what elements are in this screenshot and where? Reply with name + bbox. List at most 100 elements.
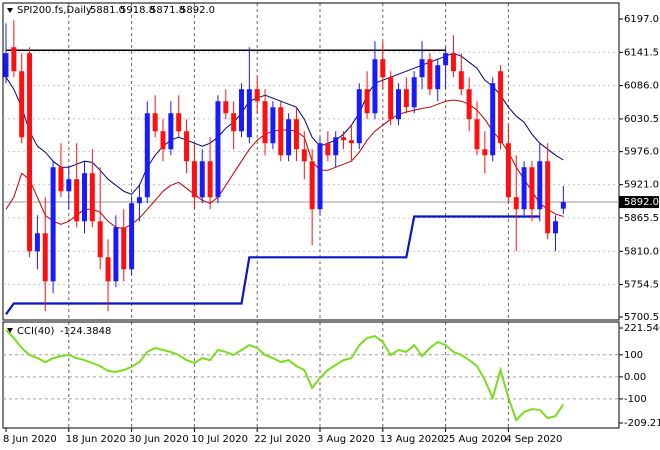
candle-body bbox=[207, 161, 213, 198]
candle-body bbox=[505, 143, 511, 198]
candle-body bbox=[529, 167, 535, 210]
x-tick-label: 8 Jun 2020 bbox=[3, 434, 57, 445]
y-tick-label: 5976.0 bbox=[624, 147, 659, 158]
cci-tick-label: -100 bbox=[624, 394, 647, 405]
y-tick-label: 5700.5 bbox=[624, 312, 659, 323]
candle-body bbox=[450, 53, 456, 72]
x-tick-label: 22 Jul 2020 bbox=[254, 434, 311, 445]
candle-body bbox=[537, 161, 543, 210]
candle-body bbox=[490, 83, 496, 156]
x-tick-label: 18 Jun 2020 bbox=[66, 434, 126, 445]
candle-body bbox=[396, 89, 401, 120]
candle-body bbox=[121, 227, 127, 270]
y-tick-label: 6141.5 bbox=[624, 47, 659, 58]
candle-body bbox=[66, 179, 72, 192]
candle-body bbox=[411, 77, 417, 108]
y-tick-label: 6197.0 bbox=[624, 14, 659, 25]
candle-body bbox=[309, 161, 315, 210]
candle-body bbox=[545, 161, 551, 234]
candle-body bbox=[3, 53, 9, 78]
candle-body bbox=[380, 59, 386, 78]
header-value: 5871.8 bbox=[150, 5, 185, 16]
header-value: 5892.0 bbox=[180, 5, 215, 16]
candle-body bbox=[403, 89, 409, 108]
candle-body bbox=[129, 203, 135, 270]
y-tick-label: 5754.5 bbox=[624, 280, 659, 291]
candle-body bbox=[152, 113, 158, 132]
candle-body bbox=[34, 233, 40, 252]
candle-body bbox=[482, 149, 488, 156]
candle-body bbox=[270, 107, 276, 144]
last-price-box bbox=[619, 196, 659, 209]
candle-body bbox=[553, 221, 558, 234]
candle-body bbox=[301, 149, 307, 162]
candle-body bbox=[325, 143, 331, 156]
candle-body bbox=[333, 137, 339, 156]
cci-value: -124.3848 bbox=[60, 326, 111, 337]
candle-body bbox=[136, 197, 142, 204]
candle-body bbox=[372, 59, 378, 114]
x-tick-label: 13 Aug 2020 bbox=[380, 434, 444, 445]
x-tick-label: 30 Jun 2020 bbox=[129, 434, 189, 445]
cci-tick-label: 100 bbox=[624, 350, 643, 361]
candle-body bbox=[184, 131, 190, 162]
cci-tick-label: 0.00 bbox=[624, 372, 646, 383]
candle-body bbox=[113, 227, 119, 282]
x-tick-label: 4 Sep 2020 bbox=[505, 434, 562, 445]
candle-body bbox=[246, 89, 252, 138]
candle-body bbox=[364, 89, 370, 114]
overlay-line bbox=[5, 52, 564, 195]
header-value: 5918.8 bbox=[120, 5, 155, 16]
candle-body bbox=[239, 89, 244, 132]
candle-body bbox=[105, 257, 111, 282]
candle-body bbox=[278, 107, 284, 156]
candle-body bbox=[42, 233, 48, 282]
y-tick-label: 5810.0 bbox=[624, 246, 659, 257]
cci-line bbox=[5, 329, 565, 422]
candle-body bbox=[231, 113, 237, 132]
menu-arrow bbox=[7, 328, 13, 333]
main-frame bbox=[2, 2, 620, 321]
cci-frame bbox=[2, 321, 620, 429]
candle-body bbox=[144, 113, 150, 198]
chart-title: SPI200.fs,Daily bbox=[17, 5, 92, 16]
y-tick-label: 6086.0 bbox=[624, 81, 659, 92]
candle-body bbox=[82, 173, 87, 222]
header-value: 5881.0 bbox=[90, 5, 125, 16]
candle-body bbox=[341, 137, 347, 141]
candle-body bbox=[97, 221, 103, 258]
x-tick-label: 10 Jul 2020 bbox=[191, 434, 248, 445]
candle-body bbox=[191, 161, 197, 198]
candle-body bbox=[286, 119, 292, 156]
candle-body bbox=[50, 167, 56, 282]
last-price-label: 5892.0 bbox=[624, 197, 659, 208]
candle-body bbox=[513, 197, 519, 210]
y-tick-label: 5865.5 bbox=[624, 213, 659, 224]
candle-body bbox=[223, 101, 229, 114]
candle-body bbox=[74, 179, 80, 222]
candle-body bbox=[262, 101, 268, 144]
candle-body bbox=[348, 140, 354, 144]
candle-body bbox=[435, 65, 441, 90]
x-tick-label: 3 Aug 2020 bbox=[317, 434, 375, 445]
cci-tick-label: -209.211 bbox=[624, 418, 660, 429]
candle-body bbox=[176, 113, 182, 132]
candle-body bbox=[474, 119, 480, 150]
candle-body bbox=[458, 71, 464, 90]
candle-body bbox=[58, 167, 64, 192]
cci-tick-label: 221.546 bbox=[624, 323, 660, 334]
candle-body bbox=[560, 202, 566, 209]
candle-body bbox=[11, 47, 17, 72]
header: SPI200.fs,Daily 5881.0 5918.8 5871.8 589… bbox=[17, 5, 215, 337]
candle-body bbox=[89, 173, 95, 222]
candle-body bbox=[521, 167, 527, 210]
candle-body bbox=[168, 113, 174, 150]
y-tick-label: 6030.5 bbox=[624, 114, 659, 125]
y-tick-label: 5921.0 bbox=[624, 180, 659, 191]
candle-body bbox=[317, 143, 323, 210]
candle-body bbox=[419, 59, 425, 78]
x-tick-label: 25 Aug 2020 bbox=[443, 434, 507, 445]
candle-body bbox=[427, 59, 433, 90]
candle-body bbox=[443, 53, 449, 66]
candle-body bbox=[388, 77, 394, 120]
